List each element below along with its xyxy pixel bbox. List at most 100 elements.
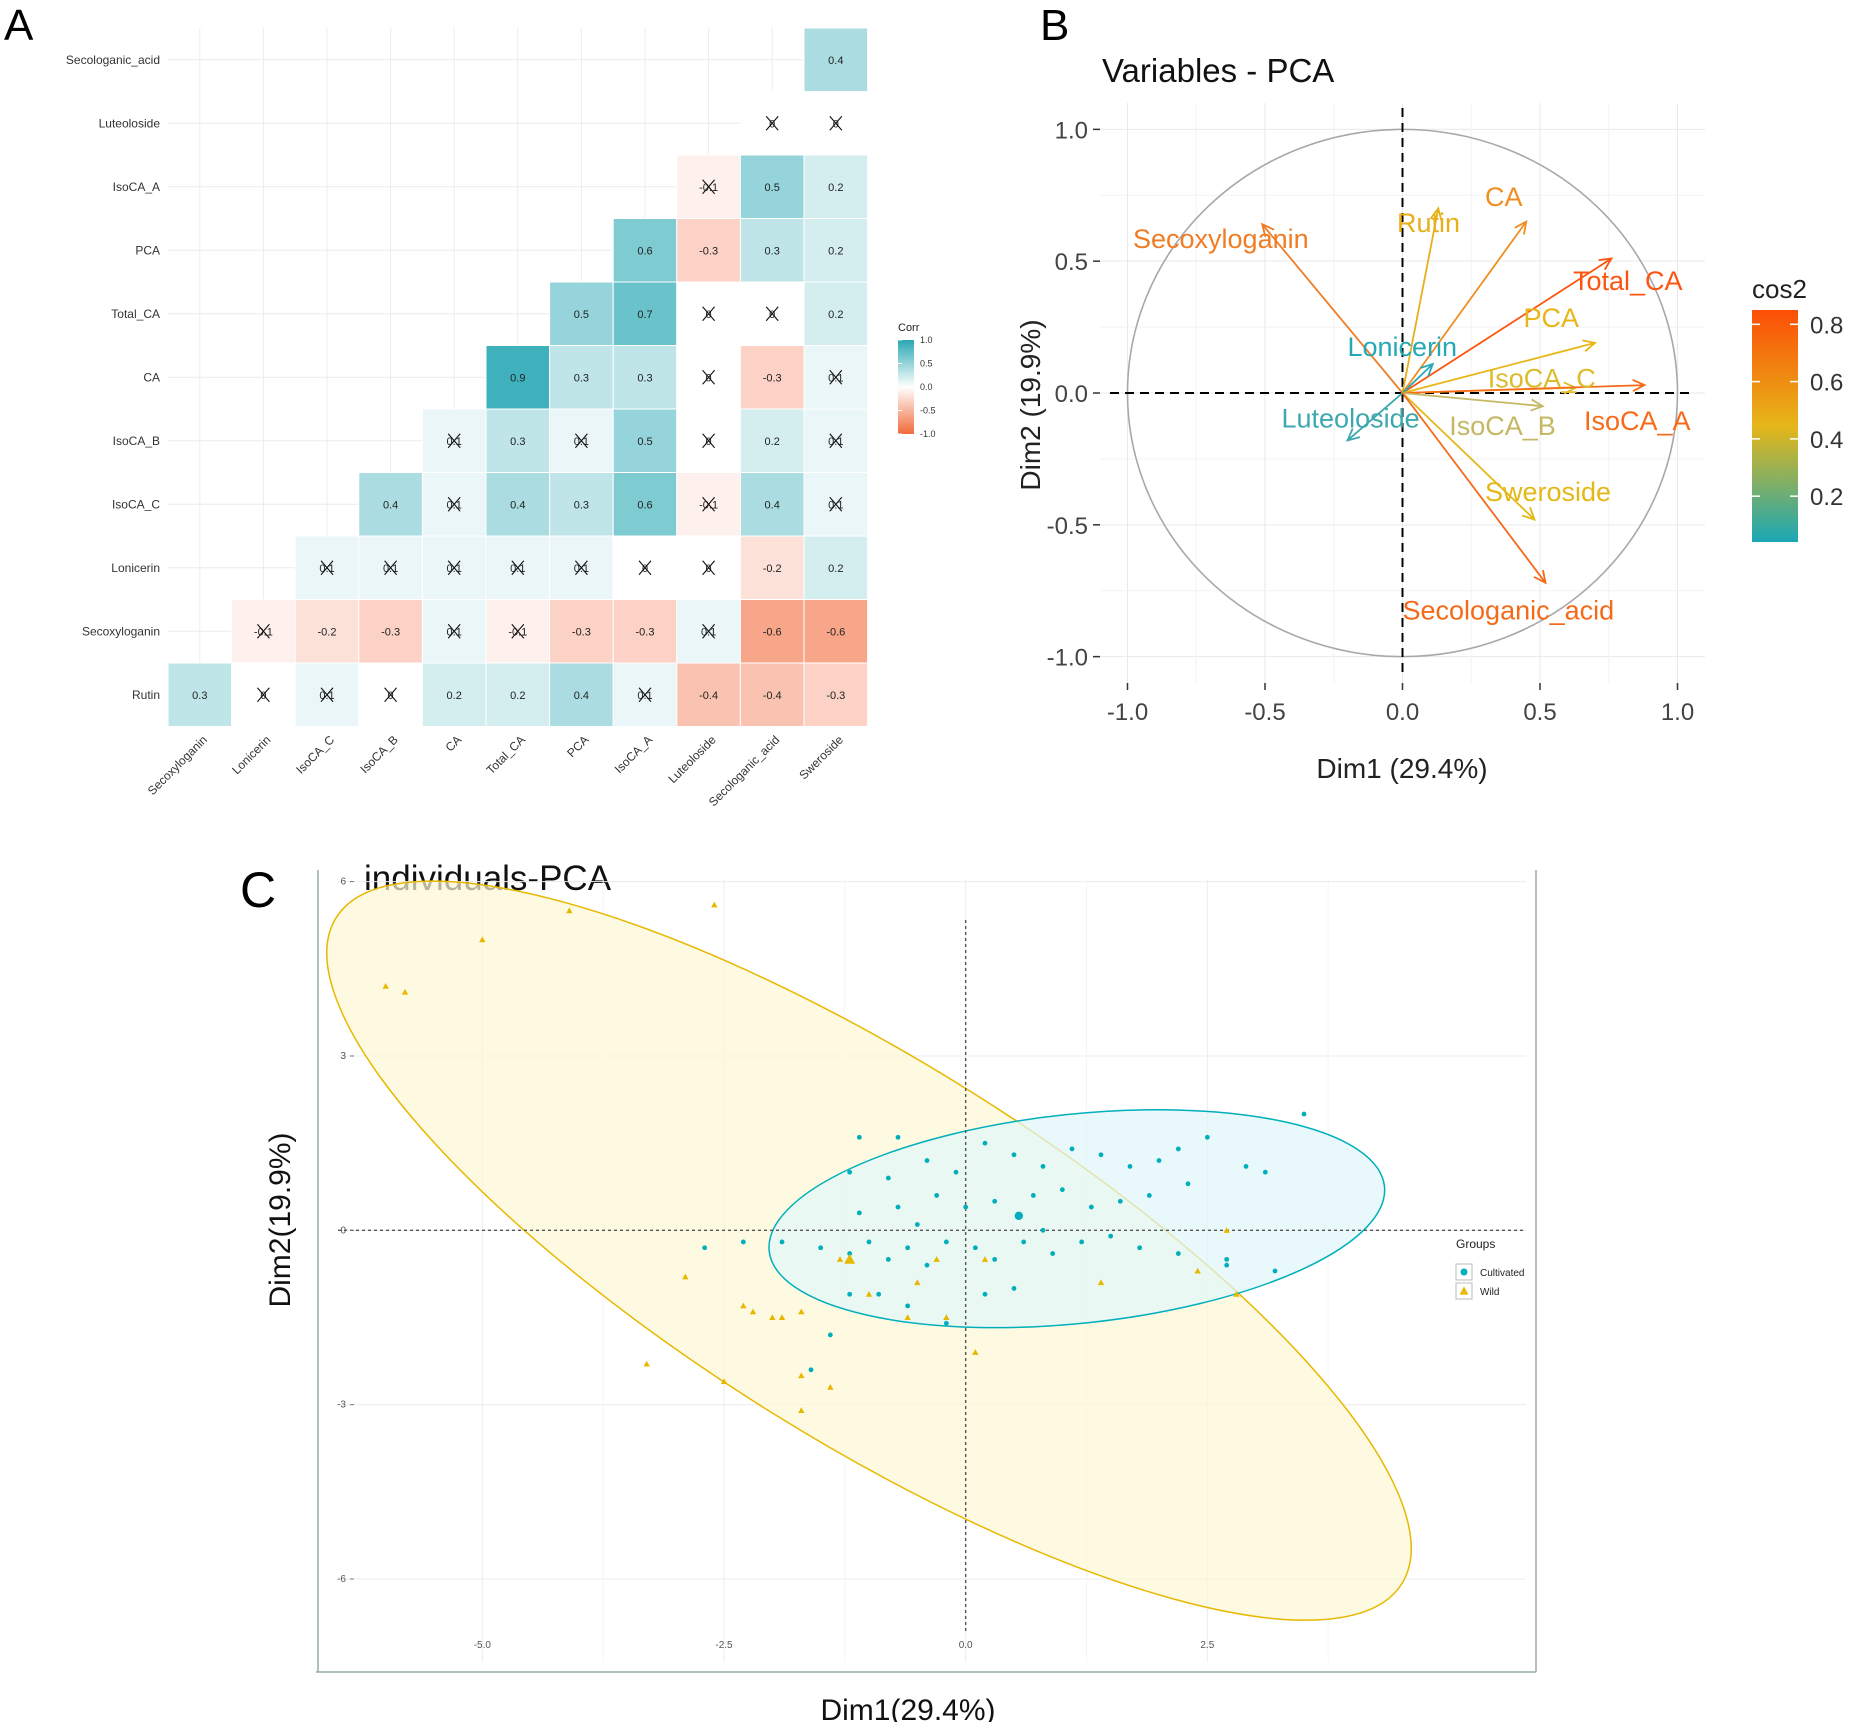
heatmap-cell xyxy=(358,472,423,537)
pca-variables-y-tick-label: 1.0 xyxy=(1055,117,1088,144)
cultivated-point xyxy=(856,1210,862,1216)
heatmap-cell-value: 0.1 xyxy=(447,436,462,448)
heatmap-cell-value: 0 xyxy=(260,690,266,702)
wild-point xyxy=(682,1273,689,1280)
corr-legend-title: Corr xyxy=(898,322,920,334)
heatmap-row-label: Luteoloside xyxy=(99,116,161,130)
group-ellipse-cultivated xyxy=(768,1109,1386,1329)
cultivated-point xyxy=(1262,1169,1268,1175)
heatmap-cell-value: -0.1 xyxy=(699,499,718,511)
pca-individuals-x-tick-label: -2.5 xyxy=(715,1640,733,1651)
cultivated-point xyxy=(827,1332,833,1338)
heatmap-cell-value: 0 xyxy=(642,563,648,575)
wild-point xyxy=(1233,1291,1240,1297)
variable-arrow-head xyxy=(1632,378,1647,392)
heatmap-cell-value: 0 xyxy=(706,436,712,448)
heatmap-insignificant-cross xyxy=(511,623,525,639)
heatmap-cell xyxy=(676,218,741,283)
cultivated-point xyxy=(905,1303,911,1309)
cos2-legend-tick-label: 0.6 xyxy=(1810,370,1843,397)
variable-arrow-head xyxy=(1260,222,1275,238)
variable-labels: Secoxyloganin Rutin CA Total_CA PCA Lonicerin… xyxy=(1133,182,1691,626)
cultivated-point xyxy=(953,1169,959,1175)
variable-arrow-head xyxy=(1598,257,1614,271)
panel-b: B Variables - PCA -1.0 -0.5 0.0 0.5 1.0 1.0 0.… xyxy=(1015,1,1843,784)
heatmap-cell-value: 0.2 xyxy=(828,182,843,194)
cultivated-point xyxy=(1224,1256,1230,1262)
heatmap-insignificant-cross xyxy=(702,306,716,322)
heatmap-cell xyxy=(485,345,551,410)
pca-variables-y-tick-label: 0.5 xyxy=(1055,249,1088,276)
cultivated-point xyxy=(1088,1204,1094,1210)
heatmap-cell-value: 0.1 xyxy=(447,499,462,511)
variable-arrow-head xyxy=(1521,507,1536,521)
pca-variables-axes: -1.0 -0.5 0.0 0.5 1.0 1.0 0.5 0.0 -0.5 -1.0 xyxy=(1047,117,1695,726)
pca-individuals-axes: -5.0 -2.5 0.0 2.5 6 3 0 -3 -6 xyxy=(337,877,1215,1651)
variable-label: PCA xyxy=(1524,303,1580,333)
heatmap-cell-value: 0.4 xyxy=(574,690,589,702)
heatmap-cell-value: 0 xyxy=(769,309,775,321)
cos2-legend: cos2 0.8 0.6 0.4 0.2 xyxy=(1752,274,1843,542)
wild-point xyxy=(933,1256,940,1262)
heatmap-insignificant-cross xyxy=(256,623,270,639)
wild-point xyxy=(711,901,718,908)
heatmap-cell-value: 0.1 xyxy=(319,563,334,575)
variable-label: Secologanic_acid xyxy=(1403,596,1615,626)
heatmap-cell-value: 0.1 xyxy=(637,690,652,702)
cultivated-point xyxy=(1108,1233,1114,1239)
heatmap-cell-value: 0.3 xyxy=(637,372,652,384)
pca-individuals-y-axis-title: Dim2(19.9%) xyxy=(264,1132,297,1307)
heatmap-cell xyxy=(739,472,805,537)
variable-arrow-shaft xyxy=(1402,392,1543,408)
heatmap-cell-value: 0 xyxy=(706,563,712,575)
variable-label: CA xyxy=(1485,182,1523,212)
heatmap-row-label: Lonicerin xyxy=(111,561,160,575)
cultivated-point xyxy=(1011,1152,1017,1158)
heatmap-row-label: IsoCA_C xyxy=(112,497,160,511)
heatmap-cell xyxy=(485,472,551,537)
pca-variables-y-tick-label: -1.0 xyxy=(1047,645,1088,672)
wild-point xyxy=(382,983,389,989)
pca-variables-x-tick-label: 0.5 xyxy=(1523,699,1556,726)
heatmap-cell-value: -0.3 xyxy=(381,626,400,638)
cultivated-point xyxy=(1146,1193,1152,1198)
variable-arrow-shaft xyxy=(1401,392,1536,521)
cultivated-point xyxy=(1175,1146,1181,1152)
heatmap-cell-value: 0.1 xyxy=(447,626,462,638)
pca-individuals-x-tick-label: -5.0 xyxy=(474,1640,492,1651)
corr-legend-ticks: 1.0 0.5 0.0 -0.5 -1.0 xyxy=(898,335,936,439)
groups-legend-title: Groups xyxy=(1456,1237,1495,1251)
cultivated-point xyxy=(1272,1268,1278,1274)
heatmap-cell xyxy=(739,535,805,600)
heatmap-cell-value: 0.4 xyxy=(510,499,525,511)
heatmap-cell xyxy=(803,535,869,600)
heatmap-cell-value: 0.3 xyxy=(574,499,589,511)
heatmap-cell-value: 0.2 xyxy=(510,690,525,702)
variable-arrow-shaft xyxy=(1401,363,1434,394)
cultivated-point xyxy=(702,1245,708,1251)
variable-arrow-head xyxy=(1514,219,1528,235)
heatmap-cell-value: -0.3 xyxy=(826,690,845,702)
heatmap-row-label: IsoCA_B xyxy=(113,434,160,448)
cultivated-point xyxy=(982,1291,988,1297)
heatmap-insignificant-cross xyxy=(511,560,525,576)
heatmap-cell-value: -0.4 xyxy=(699,690,718,702)
cultivated-point xyxy=(992,1256,998,1262)
corr-legend-tick-label: 0.0 xyxy=(920,382,933,392)
variable-arrow-shaft xyxy=(1401,392,1547,584)
variable-arrow-shaft xyxy=(1401,221,1527,394)
heatmap-cell-value: 0.2 xyxy=(828,245,843,257)
cultivated-point xyxy=(905,1245,911,1251)
wild-point xyxy=(740,1302,747,1309)
heatmap-row-labels: Secologanic_acid Luteoloside IsoCA_A PCA Tot… xyxy=(66,53,160,702)
cultivated-point xyxy=(1137,1245,1143,1251)
cultivated-point xyxy=(1117,1198,1123,1204)
cultivated-point xyxy=(1021,1239,1027,1245)
heatmap-cell-value: -0.6 xyxy=(763,626,782,638)
heatmap-cell-value: 0.5 xyxy=(637,436,652,448)
heatmap-cell-value: 0.1 xyxy=(383,563,398,575)
groups-legend-items: Cultivated Wild xyxy=(1455,1263,1524,1300)
cultivated-point xyxy=(1301,1111,1307,1117)
wild-legend-marker xyxy=(1459,1286,1469,1295)
heatmap-insignificant-cross xyxy=(574,433,588,449)
